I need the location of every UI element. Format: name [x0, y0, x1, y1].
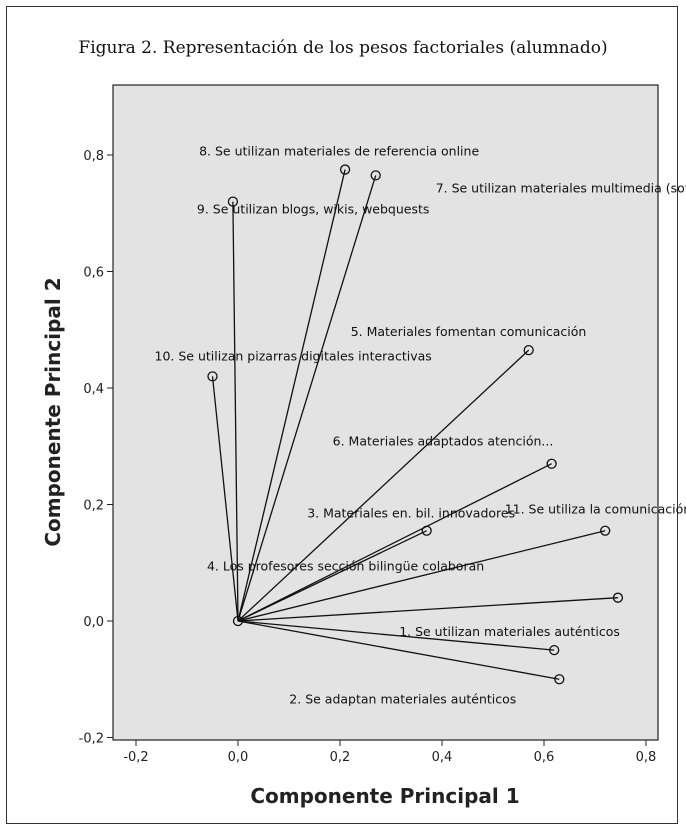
- loading-point: [339, 164, 351, 175]
- loading-vector: [237, 463, 552, 622]
- loading-point: [207, 371, 218, 382]
- y-tick-label: 0,2: [83, 499, 104, 514]
- loading-vector: [237, 530, 427, 622]
- loading-vector: [237, 175, 377, 622]
- figure-title: Figura 2. Representación de los pesos fa…: [78, 38, 608, 58]
- loading-vector: [237, 349, 530, 622]
- loading-vector: [237, 169, 346, 622]
- x-tick-label: 0,8: [636, 750, 657, 765]
- point-label: 9. Se utilizan blogs, wikis, webquests: [197, 202, 430, 217]
- y-tick-label: 0,4: [83, 382, 104, 397]
- loading-point: [546, 458, 557, 469]
- loading-vector: [237, 620, 555, 651]
- x-tick-label: 0,4: [432, 750, 453, 765]
- point-label: 3. Materiales en. bil. innovadores: [307, 506, 515, 521]
- x-tick-label: 0,0: [228, 750, 249, 765]
- y-tick-label: -0,2: [79, 732, 104, 747]
- loading-point: [523, 344, 534, 356]
- x-axis-title: Componente Principal 1: [250, 784, 519, 808]
- loading-vector: [211, 376, 239, 622]
- point-label: 11. Se utiliza la comunicación mediada p…: [505, 502, 686, 517]
- x-tick-label: 0,2: [330, 750, 351, 765]
- point-label: 1. Se utilizan materiales auténticos: [399, 624, 620, 639]
- point-label: 10. Se utilizan pizarras digitales inter…: [155, 348, 432, 363]
- y-axis-title: Componente Principal 2: [41, 277, 65, 546]
- point-label: 8. Se utilizan materiales de referencia …: [199, 144, 479, 159]
- point-label: 5. Materiales fomentan comunicación: [351, 324, 587, 339]
- loading-point: [554, 674, 565, 685]
- loading-point: [421, 525, 432, 536]
- y-tick-label: 0,6: [83, 266, 104, 281]
- y-tick-label: 0,0: [83, 615, 104, 630]
- loading-point: [227, 196, 239, 207]
- point-label: 2. Se adaptan materiales auténticos: [289, 691, 516, 706]
- point-label: 4. Los profesores sección bilingüe colab…: [207, 559, 484, 574]
- loading-vector: [237, 620, 560, 680]
- y-tick-label: 0,8: [83, 149, 104, 164]
- loading-point: [612, 592, 624, 603]
- x-tick-label: 0,6: [534, 750, 555, 765]
- origin-point: [232, 615, 244, 627]
- point-label: 7. Se utilizan materiales multimedia (so…: [436, 180, 686, 195]
- loading-point: [600, 525, 611, 536]
- x-tick-label: -0,2: [123, 750, 148, 765]
- plot-area: [112, 84, 659, 741]
- loading-point: [549, 644, 560, 656]
- point-label: 6. Materiales adaptados atención...: [333, 434, 554, 449]
- loading-vector: [232, 201, 239, 622]
- loading-point: [370, 170, 381, 181]
- loading-vector: [237, 530, 606, 622]
- loading-vector: [237, 597, 618, 622]
